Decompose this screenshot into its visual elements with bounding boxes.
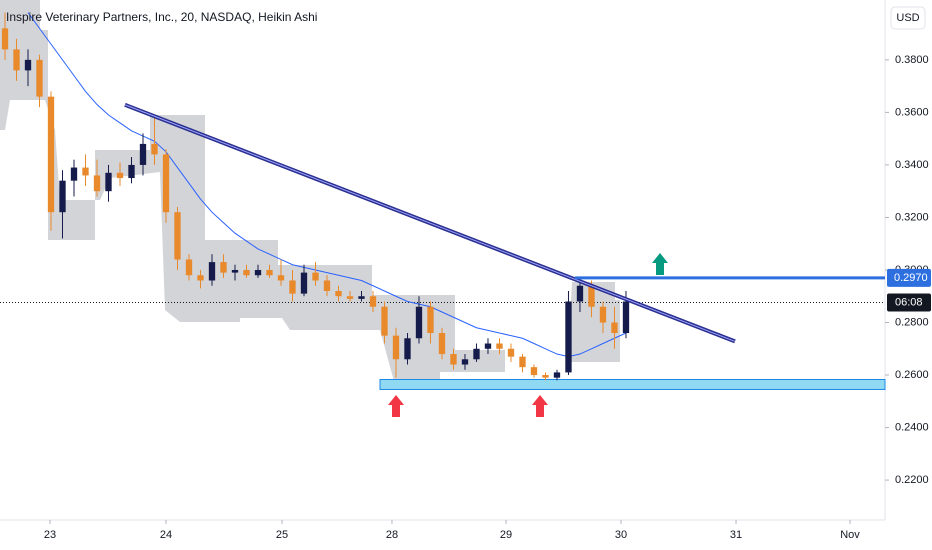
candle-body	[116, 172, 124, 179]
candle-body	[151, 143, 158, 155]
chart-title: Inspire Veterinary Partners, Inc., 20, N…	[6, 10, 317, 24]
candle-body	[450, 354, 457, 365]
candle-body	[1, 28, 9, 50]
candle-body	[392, 335, 400, 360]
candle-body	[484, 343, 492, 349]
moving-average	[27, 12, 627, 358]
x-tick-label: 31	[730, 529, 742, 541]
x-tick-label: 25	[276, 529, 288, 541]
candle-body	[358, 296, 365, 299]
trendline-inner	[124, 104, 736, 342]
y-tick-label: 0.3600	[895, 106, 929, 118]
currency-button[interactable]	[890, 6, 926, 30]
resistance-label: 0.2970	[894, 272, 928, 284]
candle-body	[128, 164, 135, 179]
candle-body	[312, 272, 319, 281]
candle-body	[473, 348, 480, 360]
candle-body	[139, 143, 147, 165]
candle-body	[174, 212, 181, 260]
resistance-label-bg	[887, 268, 931, 287]
arrow-up-red	[388, 395, 404, 417]
countdown-bg	[887, 293, 931, 312]
candle-body	[36, 59, 43, 97]
x-tick-label: 30	[615, 529, 627, 541]
candle-body	[404, 338, 411, 360]
candle-body	[266, 269, 273, 276]
candle-body	[438, 333, 446, 355]
y-tick-label: 0.3800	[895, 54, 929, 66]
y-tick-label: 0.2200	[895, 474, 929, 486]
candle-body	[243, 269, 250, 276]
candle-body	[381, 306, 388, 336]
candle-body	[588, 285, 595, 307]
candle-body	[553, 372, 561, 378]
y-tick-label: 0.2400	[895, 421, 929, 433]
candle-body	[335, 290, 342, 297]
candle-body	[496, 343, 503, 349]
candle-body	[197, 275, 204, 281]
candle-body	[185, 259, 193, 276]
plot	[0, 12, 886, 390]
candle-body	[427, 306, 434, 334]
arrows	[388, 253, 668, 417]
countdown-label: 06:08	[895, 296, 923, 308]
x-tick-label: 23	[44, 529, 56, 541]
y-tick-label: 0.3400	[895, 159, 929, 171]
candle-body	[59, 180, 66, 213]
candle-body	[105, 172, 112, 192]
x-tick-label: 29	[500, 529, 512, 541]
candle-body	[82, 167, 89, 176]
candle-body	[369, 296, 377, 307]
y-tick-label: 0.2600	[895, 369, 929, 381]
candle-body	[576, 285, 584, 302]
y-tick-label: 0.3200	[895, 211, 929, 223]
candle-body	[519, 356, 526, 368]
x-tick-label: Nov	[840, 529, 860, 541]
candle-body	[24, 59, 32, 71]
candle-body	[231, 269, 239, 273]
candle-body	[346, 296, 354, 299]
x-tick-label: 24	[160, 529, 172, 541]
candle-body	[507, 348, 515, 357]
arrow-up-red	[532, 395, 548, 417]
candle-body	[70, 167, 78, 181]
candle-body	[415, 306, 423, 339]
candle-body	[277, 275, 285, 281]
candle-body	[622, 301, 630, 334]
candle-body	[565, 301, 572, 373]
candle-body	[254, 269, 262, 276]
support-zone	[379, 378, 886, 390]
candle-body	[323, 280, 331, 291]
candle-body	[599, 306, 607, 323]
band	[0, 0, 505, 385]
candle-body	[13, 49, 20, 71]
currency-label[interactable]: USD	[896, 12, 919, 24]
candle-body	[530, 367, 538, 376]
arrow-up-green	[652, 253, 668, 275]
candle-body	[611, 322, 618, 334]
candle-body	[542, 375, 549, 378]
candle-body	[47, 96, 55, 213]
candle-body	[93, 175, 101, 192]
candle-body	[461, 359, 469, 365]
candle-body	[220, 262, 227, 273]
candle-body	[300, 272, 308, 294]
y-tick-label: 0.2800	[895, 316, 929, 328]
candle-body	[208, 262, 216, 281]
x-tick-label: 28	[386, 529, 398, 541]
candle-body	[162, 154, 170, 213]
candle-body	[289, 280, 296, 294]
